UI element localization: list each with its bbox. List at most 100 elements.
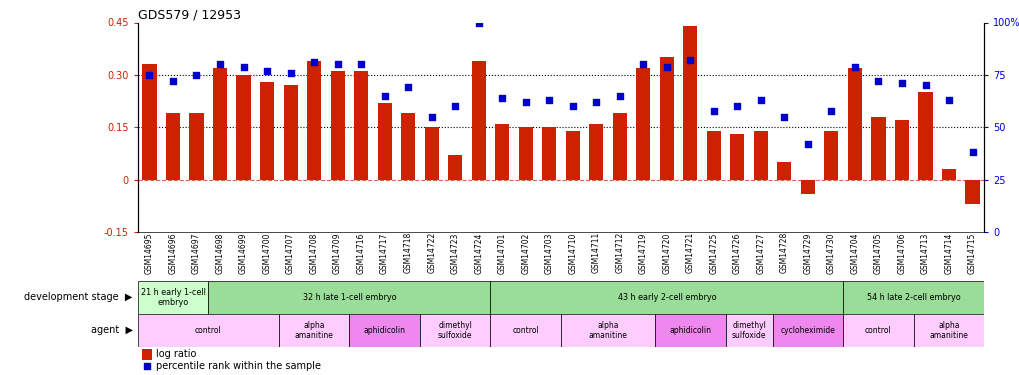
Text: alpha
amanitine: alpha amanitine <box>588 321 627 340</box>
Point <box>635 62 651 68</box>
Text: GSM14698: GSM14698 <box>215 232 224 273</box>
Bar <box>776 162 791 180</box>
Text: GSM14696: GSM14696 <box>168 232 177 274</box>
Point <box>963 150 979 156</box>
Text: GSM14703: GSM14703 <box>544 232 553 274</box>
Text: GSM14717: GSM14717 <box>380 232 388 273</box>
Bar <box>471 61 485 180</box>
Bar <box>589 124 602 180</box>
Text: dimethyl
sulfoxide: dimethyl sulfoxide <box>437 321 472 340</box>
Point <box>189 72 205 78</box>
Text: control: control <box>512 326 539 335</box>
Bar <box>847 68 861 180</box>
Point <box>446 104 463 110</box>
Point <box>893 80 909 86</box>
Bar <box>823 131 838 180</box>
Text: cycloheximide: cycloheximide <box>780 326 835 335</box>
Text: alpha
amanitine: alpha amanitine <box>928 321 967 340</box>
Point <box>353 62 369 68</box>
Text: GSM14695: GSM14695 <box>145 232 154 274</box>
Bar <box>965 180 978 204</box>
Bar <box>330 71 344 180</box>
Bar <box>142 350 152 360</box>
Point <box>306 59 322 65</box>
Bar <box>190 113 204 180</box>
Text: GSM14701: GSM14701 <box>497 232 506 273</box>
Bar <box>490 314 560 347</box>
Text: GSM14705: GSM14705 <box>873 232 882 274</box>
Text: percentile rank within the sample: percentile rank within the sample <box>156 362 321 371</box>
Text: GSM14708: GSM14708 <box>310 232 318 273</box>
Bar <box>612 113 627 180</box>
Bar <box>843 281 983 314</box>
Bar <box>420 314 490 347</box>
Text: GSM14704: GSM14704 <box>850 232 859 274</box>
Text: GSM14721: GSM14721 <box>685 232 694 273</box>
Text: GSM14730: GSM14730 <box>826 232 836 274</box>
Bar <box>138 314 278 347</box>
Bar <box>725 314 772 347</box>
Point <box>212 62 228 68</box>
Point <box>142 72 158 78</box>
Text: GSM14697: GSM14697 <box>192 232 201 274</box>
Text: GSM14712: GSM14712 <box>614 232 624 273</box>
Text: GSM14702: GSM14702 <box>521 232 530 273</box>
Point <box>729 104 745 110</box>
Text: control: control <box>864 326 891 335</box>
Text: GSM14700: GSM14700 <box>262 232 271 274</box>
Text: aphidicolin: aphidicolin <box>363 326 406 335</box>
Bar <box>843 314 913 347</box>
Text: 43 h early 2-cell embryo: 43 h early 2-cell embryo <box>616 293 715 302</box>
Text: GSM14723: GSM14723 <box>450 232 460 273</box>
Point <box>139 363 155 369</box>
Point <box>399 84 416 90</box>
Point <box>470 20 486 26</box>
Text: agent  ▶: agent ▶ <box>91 326 132 335</box>
Point <box>705 108 721 114</box>
Bar <box>753 131 767 180</box>
Text: GSM14727: GSM14727 <box>756 232 764 273</box>
Bar <box>518 128 532 180</box>
Point <box>940 97 956 103</box>
Bar <box>307 61 321 180</box>
Bar <box>166 113 180 180</box>
Text: GSM14729: GSM14729 <box>803 232 811 273</box>
Bar <box>800 180 814 194</box>
Bar <box>870 117 884 180</box>
Point <box>846 63 862 69</box>
Bar <box>348 314 420 347</box>
Text: GSM14711: GSM14711 <box>591 232 600 273</box>
Point <box>682 57 698 63</box>
Text: GDS579 / 12953: GDS579 / 12953 <box>138 8 240 21</box>
Bar <box>942 169 955 180</box>
Bar <box>236 75 251 180</box>
Text: 54 h late 2-cell embryo: 54 h late 2-cell embryo <box>866 293 960 302</box>
Point <box>588 99 604 105</box>
Point <box>916 82 932 88</box>
Text: GSM14720: GSM14720 <box>661 232 671 273</box>
Text: GSM14726: GSM14726 <box>733 232 741 273</box>
Text: GSM14724: GSM14724 <box>474 232 483 273</box>
Text: GSM14706: GSM14706 <box>897 232 906 274</box>
Text: alpha
amanitine: alpha amanitine <box>294 321 333 340</box>
Bar <box>354 71 368 180</box>
Point <box>799 141 815 147</box>
Bar <box>278 314 348 347</box>
Bar <box>730 134 744 180</box>
Text: GSM14699: GSM14699 <box>238 232 248 274</box>
Bar <box>636 68 650 180</box>
Bar <box>654 314 725 347</box>
Bar <box>143 64 156 180</box>
Text: development stage  ▶: development stage ▶ <box>24 292 132 302</box>
Point <box>565 104 581 110</box>
Text: GSM14714: GSM14714 <box>944 232 953 273</box>
Bar <box>208 281 490 314</box>
Bar <box>490 281 843 314</box>
Text: GSM14716: GSM14716 <box>357 232 365 273</box>
Bar <box>447 155 462 180</box>
Bar <box>138 281 208 314</box>
Point <box>822 108 839 114</box>
Point <box>165 78 181 84</box>
Text: GSM14707: GSM14707 <box>285 232 294 274</box>
Bar <box>913 314 983 347</box>
